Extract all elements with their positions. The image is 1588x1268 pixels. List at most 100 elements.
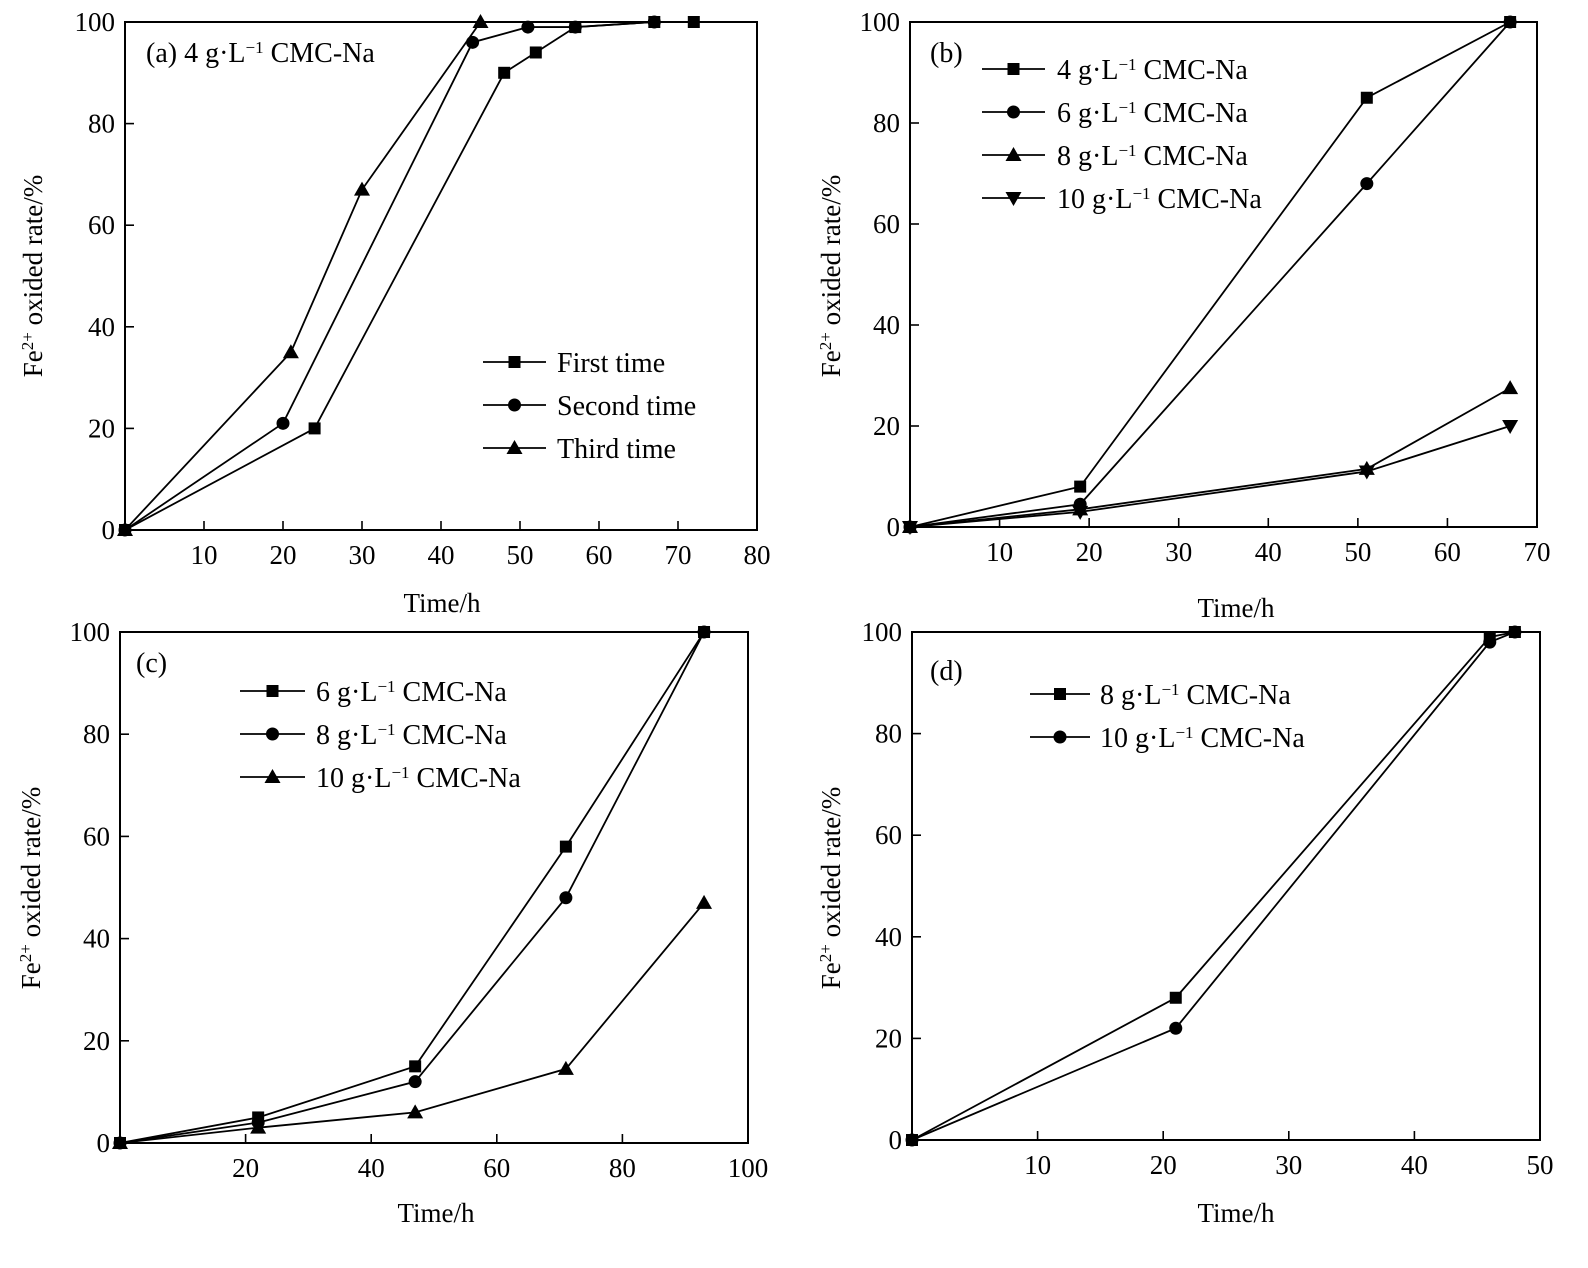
- plot-frame: [911, 631, 1541, 1141]
- y-tick-label: 60: [83, 821, 110, 851]
- data-point-series-2: [1169, 1021, 1183, 1035]
- data-point-series-2: [1360, 177, 1374, 191]
- data-point-series-1: [559, 840, 572, 853]
- y-tick-label: 100: [860, 7, 901, 37]
- legend-marker-1: [1054, 688, 1066, 700]
- legend-marker-2: [266, 727, 279, 741]
- y-tick-label: 40: [873, 310, 900, 340]
- data-point-series-3: [250, 1119, 267, 1134]
- data-point-series-1: [308, 422, 321, 435]
- data-point-series-2: [1483, 635, 1497, 649]
- x-tick-label: 10: [191, 540, 218, 570]
- data-point-series-1: [1169, 991, 1182, 1004]
- legend-label-3-sup: −1: [1118, 141, 1136, 160]
- x-tick-label: 40: [428, 540, 455, 570]
- data-point-series-2: [466, 35, 480, 49]
- data-point-series-1: [409, 1060, 422, 1073]
- data-point-series-3: [407, 1104, 424, 1119]
- y-axis-label-group: Fe2+ oxided rate/%: [18, 175, 49, 378]
- data-point-series-3: [696, 894, 713, 909]
- series-line-1: [909, 21, 1511, 528]
- y-tick-label: 80: [83, 719, 110, 749]
- series-line-3: [909, 387, 1511, 528]
- legend-label-2: 6 g·L−1 CMC-Na: [1057, 98, 1248, 130]
- data-point-series-2: [559, 891, 573, 905]
- x-tick-label: 40: [1401, 1150, 1428, 1180]
- x-tick-label: 20: [232, 1153, 259, 1183]
- legend-label-2-sup: −1: [1175, 723, 1193, 742]
- y-tick-label: 100: [75, 7, 116, 37]
- legend-marker-3: [264, 769, 281, 783]
- y-tick-label: 40: [83, 924, 110, 954]
- series-line-3: [124, 21, 482, 531]
- y-tick-label: 60: [875, 820, 902, 850]
- series-line-2: [911, 631, 1516, 1141]
- x-tick-label: 40: [358, 1153, 385, 1183]
- chart-panel-a: 10 20 30 40 50 60 70 80 0 20 40 60 80 100 Time/h Fe2+ o…: [18, 7, 771, 618]
- y-tick-label: 0: [889, 1125, 903, 1155]
- x-tick-label: 40: [1255, 537, 1282, 567]
- panel-annotation: (a) 4 g·L−1 CMC-Na: [146, 38, 375, 70]
- legend-label-3: 10 g·L−1 CMC-Na: [316, 763, 521, 795]
- x-axis-label: Time/h: [1197, 1198, 1275, 1228]
- data-point-series-1: [529, 46, 542, 59]
- data-point-series-2: [905, 1133, 919, 1147]
- y-axis-label: Fe2+ oxided rate/%: [816, 175, 847, 378]
- y-axis-label-sup: 2+: [816, 332, 835, 350]
- data-point-series-4: [1502, 420, 1519, 434]
- panel-annotation: (d): [930, 656, 963, 687]
- y-axis-label-group: Fe2+ oxided rate/%: [816, 175, 847, 378]
- data-point-series-3: [1502, 380, 1519, 395]
- legend-label-2: 10 g·L−1 CMC-Na: [1100, 723, 1305, 755]
- data-point-series-2: [276, 416, 290, 430]
- legend-label-2-sup: −1: [1118, 98, 1136, 117]
- series-line-1: [911, 631, 1516, 1141]
- data-point-series-3: [354, 181, 370, 196]
- x-axis-label: Time/h: [397, 1198, 475, 1228]
- legend-label-2: 8 g·L−1 CMC-Na: [316, 720, 507, 752]
- y-tick-label: 20: [875, 1023, 902, 1053]
- legend-marker-1: [1007, 63, 1020, 75]
- data-point-series-1: [498, 66, 511, 79]
- legend-marker-2: [508, 398, 521, 412]
- y-axis-label: Fe2+ oxided rate/%: [816, 787, 847, 990]
- panel-annotation: (b): [930, 38, 963, 69]
- y-tick-label: 60: [873, 209, 900, 239]
- x-tick-label: 80: [744, 540, 771, 570]
- y-axis-label: Fe2+ oxided rate/%: [18, 175, 49, 378]
- y-axis-label-sup: 2+: [816, 944, 835, 962]
- x-tick-label: 10: [986, 537, 1013, 567]
- x-tick-label: 60: [586, 540, 613, 570]
- y-tick-label: 20: [88, 413, 115, 443]
- x-tick-label: 50: [1527, 1150, 1554, 1180]
- data-point-series-2: [697, 625, 711, 639]
- data-point-series-2: [568, 20, 582, 34]
- x-tick-label: 100: [728, 1153, 769, 1183]
- legend-marker-3: [506, 440, 523, 454]
- x-tick-label: 20: [270, 540, 297, 570]
- y-tick-label: 60: [88, 210, 115, 240]
- legend-label-3-sup: −1: [391, 763, 409, 782]
- y-tick-label: 100: [70, 617, 111, 647]
- legend-label-2: Second time: [557, 391, 696, 422]
- y-axis-label: Fe2+ oxided rate/%: [16, 787, 47, 990]
- x-tick-label: 10: [1024, 1150, 1051, 1180]
- series-line-2: [909, 21, 1511, 528]
- x-tick-label: 20: [1076, 537, 1103, 567]
- data-point-series-2: [1508, 625, 1522, 639]
- legend-marker-3: [1005, 147, 1022, 161]
- data-point-series-3: [472, 14, 489, 28]
- legend-label-1-sup: −1: [377, 677, 395, 696]
- legend-label-1-sup: −1: [1118, 55, 1136, 74]
- y-axis-label-group: Fe2+ oxided rate/%: [16, 787, 47, 990]
- legend-marker-2: [1007, 105, 1020, 119]
- y-tick-label: 20: [873, 411, 900, 441]
- data-point-series-4: [1358, 465, 1375, 480]
- data-point-series-1: [1074, 480, 1087, 493]
- y-tick-label: 0: [97, 1128, 111, 1158]
- x-tick-label: 30: [1165, 537, 1192, 567]
- data-point-series-2: [521, 20, 535, 34]
- legend-label-4: 10 g·L−1 CMC-Na: [1057, 184, 1262, 216]
- y-axis-label-sup: 2+: [16, 944, 35, 962]
